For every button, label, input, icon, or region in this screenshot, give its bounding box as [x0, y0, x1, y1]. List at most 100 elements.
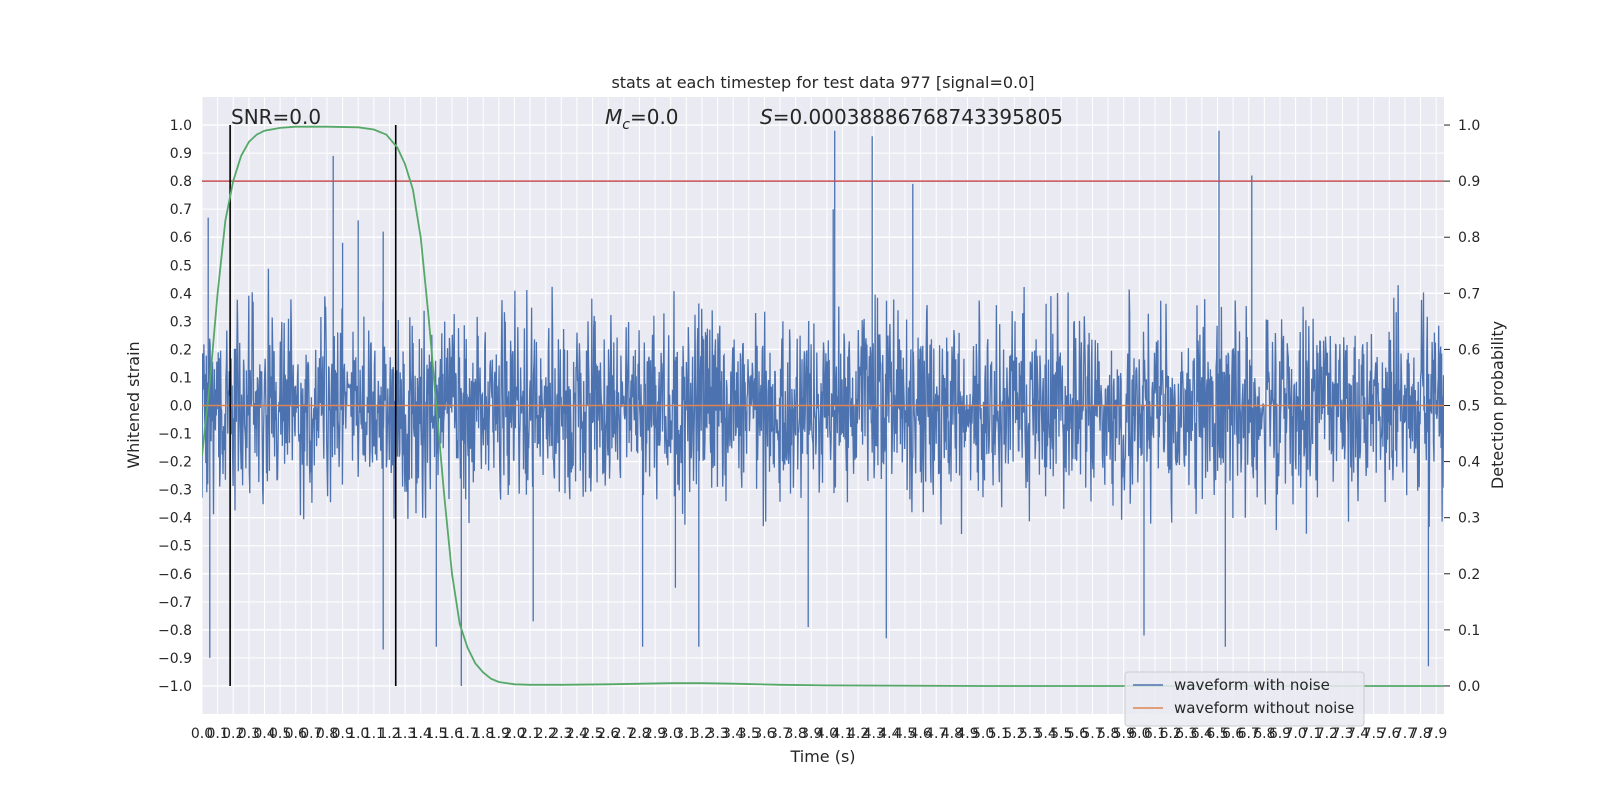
x-tick-label: 2.6	[597, 726, 619, 742]
y-tick-label: −0.2	[158, 455, 192, 471]
x-tick-label: 6.5	[1206, 726, 1228, 742]
x-tick-label: 0.5	[269, 726, 291, 742]
y-tick-label: 0.8	[170, 174, 192, 190]
y-tick-label: 0.9	[170, 146, 192, 162]
chirp-mass-value: =0.0	[630, 105, 679, 129]
y-right-tick-label: 0.1	[1458, 623, 1480, 639]
x-tick-label: 2.0	[503, 726, 525, 742]
x-tick-label: 4.3	[863, 726, 885, 742]
x-tick-label: 6.3	[1175, 726, 1197, 742]
legend-label-noise: waveform with noise	[1174, 676, 1330, 694]
x-tick-label: 2.2	[535, 726, 557, 742]
x-tick-label: 7.0	[1284, 726, 1306, 742]
x-tick-label: 4.1	[831, 726, 853, 742]
x-tick-label: 6.8	[1253, 726, 1275, 742]
x-tick-label: 6.6	[1222, 726, 1244, 742]
x-tick-label: 2.8	[628, 726, 650, 742]
probability-curve	[202, 125, 1444, 687]
x-tick-label: 5.5	[1050, 726, 1072, 742]
x-tick-label: 2.1	[519, 726, 541, 742]
x-tick-label: 1.9	[488, 726, 510, 742]
x-tick-label: 7.5	[1363, 726, 1385, 742]
x-tick-label: 4.8	[941, 726, 963, 742]
x-tick-label: 4.9	[956, 726, 978, 742]
x-tick-label: 1.3	[394, 726, 416, 742]
x-tick-label: 0.7	[300, 726, 322, 742]
y-tick-label: −0.6	[158, 567, 192, 583]
x-tick-label: 1.6	[441, 726, 463, 742]
x-tick-label: 6.1	[1144, 726, 1166, 742]
x-tick-label: 0.3	[238, 726, 260, 742]
x-tick-label: 7.9	[1425, 726, 1447, 742]
x-tick-label: 7.6	[1378, 726, 1400, 742]
x-tick-label: 5.0	[972, 726, 994, 742]
legend-box	[1124, 671, 1365, 727]
x-tick-label: 0.8	[316, 726, 338, 742]
x-tick-label: 0.6	[285, 726, 307, 742]
x-tick-label: 4.6	[910, 726, 932, 742]
x-tick-label: 3.5	[738, 726, 760, 742]
y-tick-label: −1.0	[158, 679, 192, 695]
y-right-tick-label: 0.3	[1458, 511, 1480, 527]
y-right-tick-label: 1.0	[1458, 118, 1480, 134]
legend: waveform with noise waveform without noi…	[1124, 671, 1365, 727]
y-tick-label: 0.3	[170, 314, 192, 330]
statistic-annotation: S=0.00038886768743395805	[760, 105, 1063, 129]
x-tick-label: 4.5	[894, 726, 916, 742]
x-tick-label: 7.2	[1316, 726, 1338, 742]
x-tick-label: 1.4	[410, 726, 432, 742]
y-tick-label: 0.6	[170, 230, 192, 246]
y-right-tick-label: 0.8	[1458, 230, 1480, 246]
y-right-tick-label: 0.4	[1458, 455, 1480, 471]
y-right-tick-label: 0.5	[1458, 399, 1480, 415]
noise-waveform-path	[202, 130, 1444, 686]
x-tick-label: 6.7	[1238, 726, 1260, 742]
x-tick-label: 0.9	[331, 726, 353, 742]
x-tick-label: 5.9	[1113, 726, 1135, 742]
x-tick-label: 2.3	[550, 726, 572, 742]
x-tick-label: 6.9	[1269, 726, 1291, 742]
legend-label-clean: waveform without noise	[1174, 699, 1354, 717]
x-tick-label: 7.3	[1331, 726, 1353, 742]
y-tick-label: 0.4	[170, 286, 192, 302]
x-tick-label: 5.3	[1019, 726, 1041, 742]
y-tick-label: 0.0	[170, 399, 192, 415]
x-tick-label: 3.0	[660, 726, 682, 742]
y-axis-right-ticks: 1.0 0.9 0.8 0.7 0.6 0.5 0.4 0.3 0.2 0.1 0.0	[1444, 118, 1480, 695]
chirp-mass-subscript: c	[622, 117, 630, 133]
y-tick-label: 0.2	[170, 342, 192, 358]
y-right-tick-label: 0.7	[1458, 286, 1480, 302]
y-tick-label: −0.7	[158, 595, 192, 611]
y-tick-label: −0.9	[158, 651, 192, 667]
vertical-markers	[229, 125, 397, 686]
x-tick-label: 5.2	[1003, 726, 1025, 742]
y-right-tick-label: 0.6	[1458, 342, 1480, 358]
x-axis-label: Time (s)	[789, 747, 855, 766]
y-axis-label: Whitened strain	[124, 341, 143, 468]
x-tick-label: 5.1	[988, 726, 1010, 742]
statistic-value: =0.00038886768743395805	[773, 105, 1063, 129]
y-tick-label: −0.8	[158, 623, 192, 639]
x-tick-label: 7.8	[1409, 726, 1431, 742]
x-tick-label: 3.2	[691, 726, 713, 742]
x-tick-label: 1.7	[456, 726, 478, 742]
x-tick-label: 7.7	[1394, 726, 1416, 742]
x-tick-label: 0.2	[222, 726, 244, 742]
y-tick-label: −0.4	[158, 511, 192, 527]
x-tick-label: 5.4	[1034, 726, 1056, 742]
y-tick-label: 0.7	[170, 202, 192, 218]
x-tick-label: 4.7	[925, 726, 947, 742]
series-detection-probability	[202, 125, 1444, 687]
x-tick-label: 3.3	[706, 726, 728, 742]
x-tick-label: 0.4	[253, 726, 275, 742]
x-tick-label: 0.0	[191, 726, 213, 742]
x-tick-label: 1.5	[425, 726, 447, 742]
y-tick-label: 0.5	[170, 258, 192, 274]
x-tick-label: 5.7	[1081, 726, 1103, 742]
x-tick-label: 6.2	[1159, 726, 1181, 742]
y-right-tick-label: 0.9	[1458, 174, 1480, 190]
x-tick-label: 4.4	[878, 726, 900, 742]
x-tick-label: 3.9	[800, 726, 822, 742]
